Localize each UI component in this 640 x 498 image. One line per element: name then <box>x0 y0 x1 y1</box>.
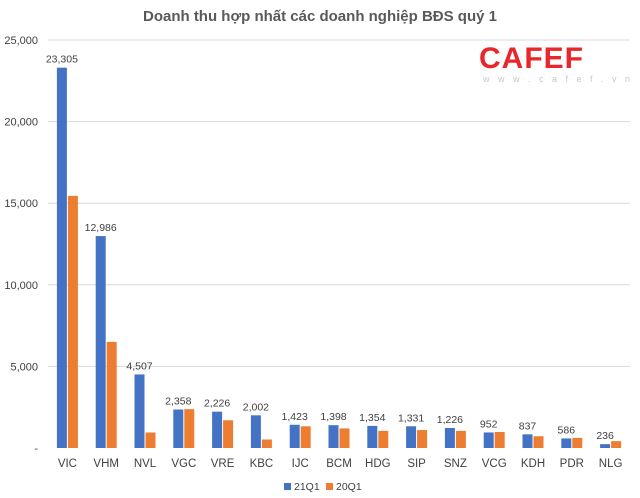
bar-21q1-ijc <box>289 424 300 448</box>
x-tick-label: VRE <box>211 458 235 470</box>
chart-title: Doanh thu hợp nhất các doanh nghiệp BĐS … <box>143 8 497 25</box>
data-label: 2,358 <box>165 396 191 408</box>
bar-21q1-hdg <box>367 425 378 448</box>
x-tick-label: VHM <box>93 458 119 470</box>
y-tick-label: 5,000 <box>10 361 38 373</box>
x-tick-label: PDR <box>560 458 584 470</box>
x-tick-label: NVL <box>134 458 157 470</box>
data-label: 952 <box>480 418 498 430</box>
x-tick-label: KBC <box>250 458 274 470</box>
legend: 21Q1 20Q1 <box>284 481 362 493</box>
bar-21q1-nlg <box>600 444 611 448</box>
bar-20q1-kdh <box>533 436 544 448</box>
x-tick-label: SNZ <box>444 458 467 470</box>
legend-swatch-20q1 <box>326 483 333 490</box>
bar-20q1-snz <box>455 430 466 448</box>
x-tick-label: VIC <box>58 458 77 470</box>
y-tick-label: - <box>34 443 38 455</box>
bar-21q1-bcm <box>328 425 339 448</box>
x-tick-label: SIP <box>407 458 426 470</box>
data-label: 12,986 <box>85 222 117 234</box>
cafef-logo: CAFEF <box>479 42 584 75</box>
gridlines <box>48 39 630 367</box>
bar-20q1-vgc <box>184 409 195 448</box>
y-tick-label: 25,000 <box>4 35 38 47</box>
y-tick-label: 15,000 <box>4 198 38 210</box>
bar-20q1-vcg <box>494 432 505 448</box>
legend-swatch-21q1 <box>284 483 291 490</box>
data-label: 23,305 <box>46 54 78 66</box>
bar-20q1-bcm <box>339 428 350 448</box>
bar-21q1-pdr <box>561 438 572 448</box>
x-tick-label: KDH <box>521 458 545 470</box>
data-label: 1,226 <box>437 414 463 426</box>
bar-20q1-sip <box>417 430 428 448</box>
bar-21q1-vhm <box>95 236 106 448</box>
data-label: 1,423 <box>282 411 308 423</box>
cafef-url: w w w . c a f e f . v n <box>482 74 633 84</box>
cafef-watermark: CAFEF w w w . c a f e f . v n <box>479 42 633 84</box>
bar-21q1-vre <box>212 411 223 448</box>
bar-20q1-ijc <box>300 426 311 448</box>
bar-21q1-nvl <box>134 374 145 448</box>
bar-21q1-vgc <box>173 409 184 448</box>
data-label: 2,226 <box>204 398 230 410</box>
data-label: 236 <box>596 430 614 442</box>
bar-20q1-nvl <box>145 432 156 448</box>
y-axis: - 5,000 10,000 15,000 20,000 25,000 <box>4 35 38 455</box>
x-tick-label: VGC <box>171 458 196 470</box>
bar-20q1-pdr <box>572 437 583 448</box>
bar-21q1-kbc <box>250 415 261 448</box>
bar-21q1-snz <box>444 427 455 448</box>
x-tick-label: VCG <box>482 458 507 470</box>
data-label: 1,354 <box>359 412 385 424</box>
bar-20q1-kbc <box>261 439 272 448</box>
bar-20q1-hdg <box>378 430 389 448</box>
x-tick-label: NLG <box>599 458 623 470</box>
legend-label-20q1: 20Q1 <box>336 481 362 493</box>
data-labels: 23,305 12,986 4,507 2,358 2,226 2,002 1,423 1,3… <box>46 54 614 442</box>
bar-21q1-vic <box>56 67 67 448</box>
x-tick-label: IJC <box>292 458 309 470</box>
bar-21q1-kdh <box>522 434 533 448</box>
data-label: 1,398 <box>320 411 346 423</box>
data-label: 837 <box>519 420 537 432</box>
data-label: 1,331 <box>398 412 424 424</box>
data-label: 2,002 <box>243 401 269 413</box>
bar-20q1-vic <box>67 195 78 448</box>
data-label: 4,507 <box>126 360 152 372</box>
y-tick-label: 10,000 <box>4 280 38 292</box>
bar-21q1-vcg <box>483 432 494 448</box>
bar-21q1-sip <box>406 426 417 448</box>
bar-20q1-nlg <box>611 441 622 448</box>
y-tick-label: 20,000 <box>4 117 38 129</box>
x-tick-label: HDG <box>365 458 391 470</box>
legend-label-21q1: 21Q1 <box>294 481 320 493</box>
bar-20q1-vhm <box>106 341 117 448</box>
bar-20q1-vre <box>223 420 234 448</box>
bars <box>56 67 622 448</box>
x-axis: VIC VHM NVL VGC VRE KBC IJC BCM HDG SIP SNZ VCG KDH P… <box>58 458 623 470</box>
data-label: 586 <box>558 424 576 436</box>
x-tick-label: BCM <box>326 458 352 470</box>
